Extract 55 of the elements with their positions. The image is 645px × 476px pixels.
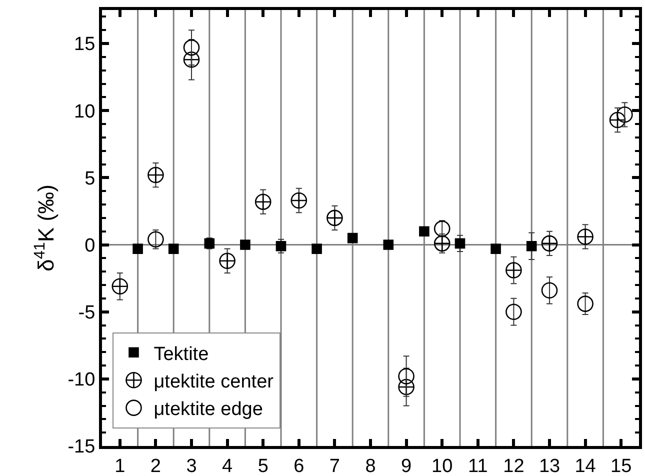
point [419,226,430,236]
point [254,194,272,210]
point [526,240,537,252]
point [312,244,322,254]
point [577,228,594,245]
point [609,112,626,128]
y-tick-label: -5 [78,302,96,324]
x-tick-label: 12 [503,456,524,476]
point [132,244,143,254]
point [112,278,128,295]
y-tick-label: 5 [84,168,96,190]
x-tick-label: 7 [329,456,340,476]
point [506,304,522,320]
y-tick-label: -15 [68,436,96,458]
x-tick-label: 3 [186,456,197,476]
x-tick-label: 10 [432,456,453,476]
point [148,231,164,248]
point [490,244,501,254]
x-tick-label: 6 [294,456,304,476]
point [506,262,522,278]
point [347,232,358,244]
x-tick-label: 11 [468,456,488,476]
point [183,51,200,68]
x-tick-label: 8 [365,456,376,476]
point [326,210,343,226]
legend-label: μtektite center [154,372,274,393]
x-tick-label: 5 [258,456,268,476]
point [398,368,414,384]
x-tick-label: 13 [538,456,560,476]
y-tick-label: 0 [84,235,96,256]
point [383,240,394,250]
legend-label: Tektite [154,344,209,365]
point [240,240,250,250]
point [148,166,164,184]
y-tick-label: 10 [74,101,96,122]
point [183,39,200,56]
x-tick-label: 4 [222,456,234,476]
point [577,296,594,312]
x-tick-label: 2 [150,456,161,476]
point [434,220,450,237]
point [541,282,558,299]
point [290,192,308,209]
y-tick-label: -10 [68,370,96,391]
legend-label: μtektite edge [154,399,263,420]
x-tick-label: 15 [610,456,632,476]
x-tick-label: 1 [114,456,126,476]
point [168,244,179,254]
point [434,235,450,252]
y-tick-label: 15 [74,34,96,56]
point [541,235,558,252]
x-tick-label: 14 [574,456,596,476]
point [398,378,414,396]
point [219,252,236,270]
x-tick-label: 9 [401,456,412,476]
point [454,238,466,249]
